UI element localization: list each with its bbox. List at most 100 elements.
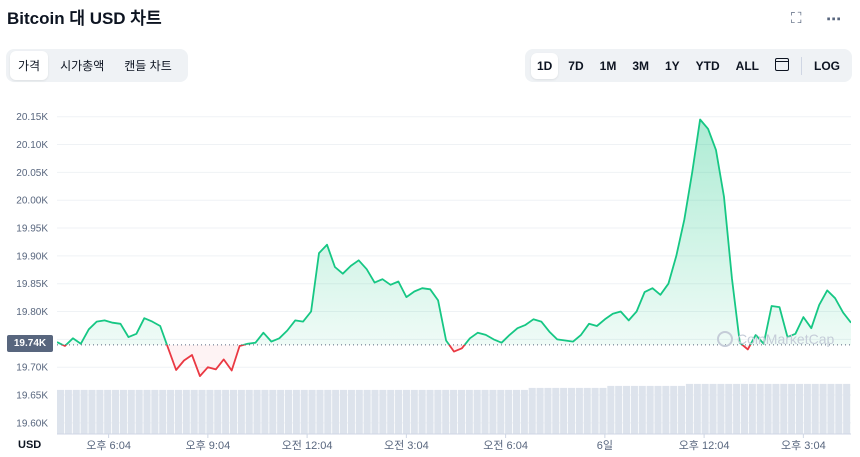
volume-bar (96, 389, 104, 434)
volume-bar (347, 389, 355, 434)
volume-bar (245, 389, 253, 434)
volume-bar (135, 389, 143, 434)
volume-bar (80, 389, 88, 434)
volume-bar (701, 383, 709, 434)
page-title: Bitcoin 대 USD 차트 (7, 9, 162, 28)
x-tick-label: 6일 (597, 438, 613, 452)
watermark: CoinMarketCap (717, 331, 834, 347)
volume-bar (284, 389, 293, 434)
y-tick-label: 19.65K (16, 391, 48, 402)
y-tick-label: 19.70K (16, 363, 48, 374)
volume-bar (638, 385, 646, 434)
volume-bar (112, 389, 120, 434)
volume-bar (237, 389, 245, 434)
volume-bar (662, 385, 670, 434)
time-range-selector: 1D 7D 1M 3M 1Y YTD ALL LOG (524, 49, 852, 82)
y-tick-label: 20.05K (16, 168, 48, 179)
y-tick-label: 19.80K (16, 307, 48, 318)
volume-bar (174, 389, 182, 434)
volume-bar (473, 389, 481, 434)
volume-bar (253, 389, 261, 434)
volume-bar (843, 383, 851, 434)
volume-bar (733, 383, 741, 434)
volume-bar (442, 389, 450, 434)
range-1m-button[interactable]: 1M (599, 58, 617, 73)
volume-bar (143, 389, 151, 434)
volume-bar (599, 387, 607, 434)
price-line-down (60, 344, 752, 377)
calendar-icon (775, 57, 789, 71)
y-tick-label: 19.60K (16, 418, 48, 429)
expand-icon[interactable]: ⛶ (791, 10, 802, 27)
range-3m-button[interactable]: 3M (632, 58, 649, 73)
volume-bar (88, 389, 96, 434)
volume-bar (363, 389, 371, 434)
x-tick-label: 오후 9:04 (186, 439, 231, 452)
volume-bar (654, 385, 662, 434)
y-axis: 19.60K19.65K19.70K19.75K19.80K19.85K19.9… (16, 112, 48, 429)
volume-bar (127, 389, 135, 434)
volume-bar (119, 389, 127, 434)
volume-bar (512, 389, 521, 434)
volume-bar (827, 383, 835, 434)
watermark-text: CoinMarketCap (737, 331, 835, 347)
volume-bar (709, 383, 717, 434)
volume-bar (567, 387, 576, 434)
tab-price[interactable]: 가격 (10, 51, 49, 80)
volume-bar (607, 385, 615, 434)
volume-bar (457, 389, 465, 434)
volume-bar (764, 383, 772, 434)
x-axis: 오후 6:04 오후 9:04 오전 12:04 오전 3:04 오전 6:04 6일 오후… (57, 433, 851, 452)
volume-bar (465, 389, 473, 434)
x-tick-label: 오전 3:04 (384, 439, 429, 452)
volume-bar (481, 389, 489, 434)
y-tick-label: 19.90K (16, 251, 48, 262)
volume-bar (292, 389, 300, 434)
y-tick-label: 19.95K (16, 224, 48, 235)
range-all-button[interactable]: ALL (735, 58, 759, 73)
volume-bar (410, 389, 418, 434)
volume-bar (811, 383, 819, 434)
x-tick-label: 오전 6:04 (483, 439, 528, 452)
log-scale-button[interactable]: LOG (814, 58, 840, 73)
x-tick-label: 오후 6:04 (86, 439, 131, 452)
range-1y-button[interactable]: 1Y (664, 58, 680, 73)
volume-bar (835, 383, 843, 434)
volume-bar (426, 389, 434, 434)
range-ytd-button[interactable]: YTD (695, 58, 720, 73)
volume-bar (489, 389, 497, 434)
tab-candle-chart[interactable]: 캔들 차트 (124, 59, 172, 73)
range-1d-button[interactable]: 1D (530, 52, 559, 79)
y-tick-label: 19.85K (16, 279, 48, 290)
volume-bar (379, 389, 387, 434)
volume-bar (206, 389, 214, 434)
volume-bar (64, 389, 72, 434)
volume-bar (151, 389, 159, 434)
volume-bar (670, 385, 678, 434)
volume-bar (717, 383, 725, 434)
volume-bar (229, 389, 238, 434)
volume-bar (725, 383, 733, 434)
volume-bar (803, 383, 811, 434)
x-tick-label: 오후 12:04 (679, 439, 730, 452)
calendar-button[interactable] (769, 52, 795, 80)
volume-bar (591, 387, 599, 434)
volume-bar (780, 383, 788, 434)
volume-bar (434, 389, 442, 434)
volume-bar (819, 383, 827, 434)
coinmarketcap-logo-icon (717, 331, 733, 347)
more-icon[interactable]: ⋯ (826, 11, 842, 28)
volume-bar (261, 389, 269, 434)
volume-bar (182, 389, 190, 434)
range-7d-button[interactable]: 7D (568, 58, 584, 73)
x-tick-label: 오전 12:04 (282, 439, 333, 452)
volume-bar (57, 389, 65, 434)
current-price-label: 19.74K (7, 335, 53, 352)
volume-bar (167, 389, 175, 434)
volume-bar (685, 383, 693, 434)
volume-bar (795, 383, 804, 434)
volume-bar (772, 383, 780, 434)
tab-market-cap[interactable]: 시가총액 (60, 59, 105, 73)
volume-bar (615, 385, 623, 434)
